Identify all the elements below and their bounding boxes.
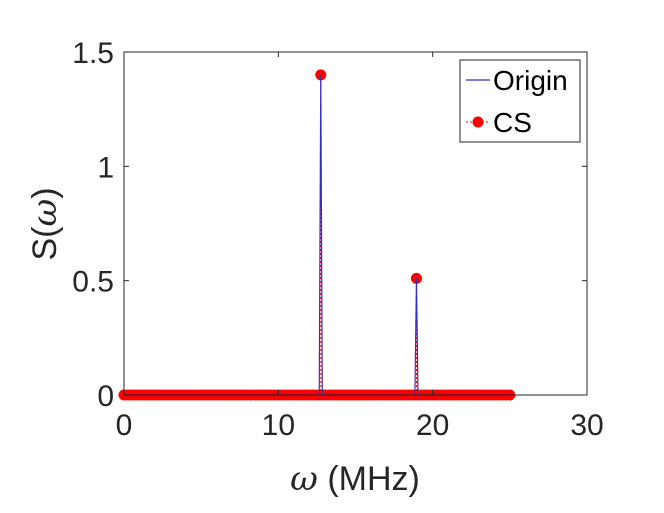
x-tick-label: 10 [262,409,295,442]
axes-box [123,51,588,396]
y-tick-label: 1 [97,151,114,184]
y-tick-label: 0 [97,380,114,413]
y-axis-label: S(ω) [25,187,65,260]
x-axis-label-unit: (MHz) [318,460,420,498]
legend-cs-label: CS [493,107,532,138]
x-tick-label: 0 [116,409,133,442]
y-tick-label: 1.5 [72,37,114,70]
legend-box [459,59,581,143]
axes-layer [123,51,588,396]
x-axis-label-symbol: ω [290,459,318,499]
legend-cs-marker [472,116,484,128]
y-axis-label-suffix: ) [26,187,64,198]
x-tick-label: 30 [570,409,603,442]
y-tick-label: 0.5 [72,266,114,299]
y-axis-label-prefix: S( [26,226,64,261]
legend: Origin CS [459,59,581,143]
legend-origin-label: Origin [493,65,568,96]
x-tick-label: 20 [416,409,449,442]
y-axis-label-symbol: ω [25,199,65,227]
ticks-layer: 0 10 20 30 0 0.5 1 1.5 [72,37,603,442]
x-axis-label: ω (MHz) [290,459,420,499]
